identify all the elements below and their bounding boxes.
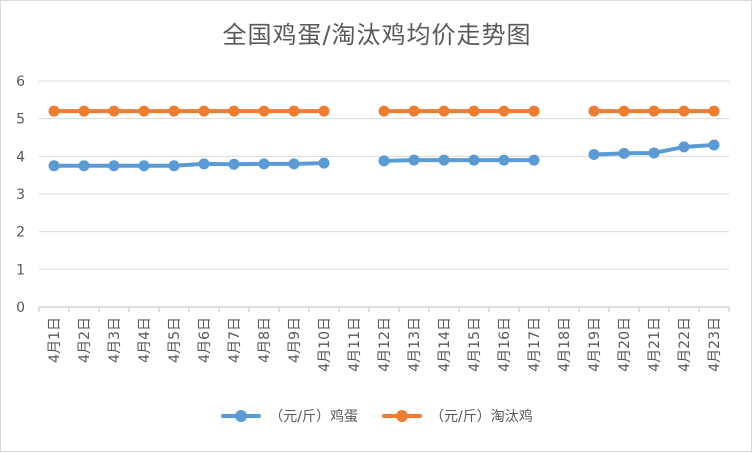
data-point-0 [108,160,120,172]
data-point-0 [48,160,60,172]
x-tick-label: 4月10日 [317,317,333,372]
x-tick-label: 4月11日 [347,317,363,372]
data-point-0 [138,160,150,172]
data-point-1 [678,105,690,117]
data-point-1 [258,105,270,117]
data-point-0 [648,147,660,159]
x-tick-label: 4月22日 [677,317,693,372]
data-point-1 [408,105,420,117]
data-point-1 [438,105,450,117]
x-tick-label: 4月9日 [287,317,303,363]
x-tick-label: 4月16日 [497,317,513,372]
x-tick-label: 4月19日 [587,317,603,372]
legend-label-eggs: （元/斤）鸡蛋 [269,409,358,425]
series-line-0 [52,161,326,168]
data-point-0 [498,154,510,166]
x-tick-label: 4月4日 [137,317,153,363]
data-point-1 [78,105,90,117]
chart-title: 全国鸡蛋/淘汰鸡均价走势图 [222,21,532,49]
data-point-1 [378,105,390,117]
data-point-0 [168,160,180,172]
x-tick-label: 4月1日 [47,317,63,363]
x-tick-label: 4月15日 [467,317,483,372]
series-line-0 [382,158,536,163]
y-tick-label: 4 [16,149,25,165]
data-point-0 [438,154,450,166]
data-point-1 [468,105,480,117]
data-point-0 [708,139,720,151]
x-tick-label: 4月18日 [557,317,573,372]
legend-label-culled-hens: （元/斤）淘汰鸡 [430,409,533,425]
x-tick-label: 4月21日 [647,317,663,372]
x-tick-label: 4月8日 [257,317,273,363]
y-tick-label: 6 [16,74,25,90]
legend-marker-eggs [221,410,262,422]
data-point-1 [528,105,540,117]
x-tick-label: 4月5日 [167,317,183,363]
data-point-0 [318,157,330,169]
data-point-1 [48,105,60,117]
data-point-0 [288,158,300,170]
x-tick-label: 4月2日 [77,317,93,363]
x-tick-label: 4月7日 [227,317,243,363]
data-point-0 [228,158,240,170]
legend-marker-culled-hens [382,410,422,422]
data-point-1 [198,105,210,117]
y-tick-label: 1 [16,262,25,278]
data-point-0 [408,154,420,166]
data-point-1 [648,105,660,117]
data-point-0 [678,141,690,153]
legend-item-eggs: （元/斤）鸡蛋 [221,406,358,426]
data-point-0 [588,148,600,160]
data-point-1 [618,105,630,117]
x-tick-label: 4月12日 [377,317,393,372]
data-point-0 [78,160,90,172]
data-point-0 [618,147,630,159]
data-point-0 [198,158,210,170]
chart-legend: （元/斤）鸡蛋 （元/斤）淘汰鸡 [1,406,752,426]
x-tick-label: 4月3日 [107,317,123,363]
x-tick-label: 4月23日 [707,317,723,372]
data-point-1 [588,105,600,117]
data-point-1 [168,105,180,117]
data-point-1 [138,105,150,117]
y-tick-label: 3 [16,187,25,203]
data-point-1 [228,105,240,117]
x-tick-label: 4月14日 [437,317,453,372]
x-tick-label: 4月20日 [617,317,633,372]
y-tick-label: 2 [16,225,25,241]
x-tick-label: 4月6日 [197,317,213,363]
data-point-0 [258,158,270,170]
data-point-1 [318,105,330,117]
data-point-1 [288,105,300,117]
x-tick-label: 4月13日 [407,317,423,372]
x-tick-label: 4月17日 [527,317,543,372]
y-tick-label: 0 [16,300,25,316]
data-point-0 [528,154,540,166]
data-point-0 [468,154,480,166]
data-point-1 [498,105,510,117]
y-tick-label: 5 [16,112,25,128]
legend-item-culled-hens: （元/斤）淘汰鸡 [382,406,533,426]
data-point-0 [378,155,390,167]
data-point-1 [108,105,120,117]
data-point-1 [708,105,720,117]
